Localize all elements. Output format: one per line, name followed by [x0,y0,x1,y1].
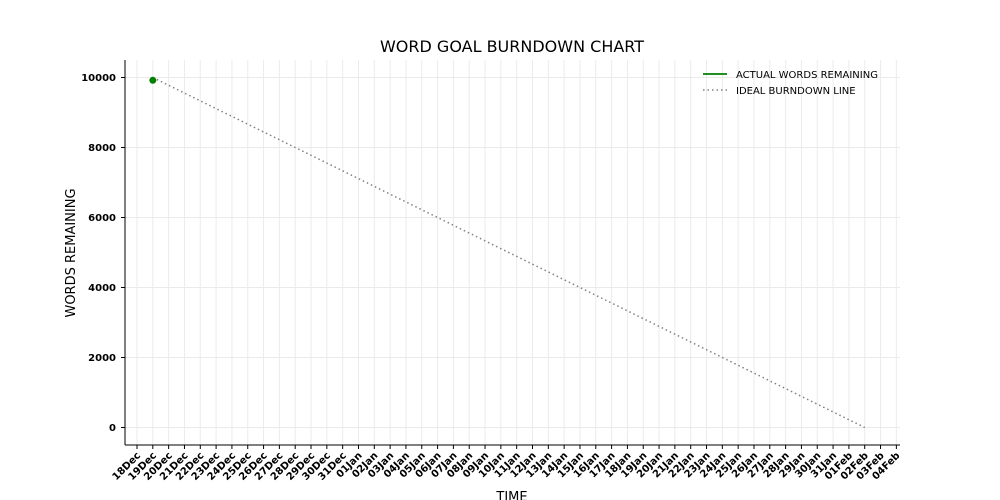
y-tick-label: 0 [109,423,116,434]
actual-words-point [149,76,157,84]
legend-actual-label: ACTUAL WORDS REMAINING [736,70,878,81]
legend-ideal-label: IDEAL BURNDOWN LINE [736,86,856,97]
grid [125,60,900,445]
series-layer [149,76,866,429]
x-axis-label: TIME [495,490,527,500]
axes [124,60,900,446]
y-tick-label: 2000 [88,353,116,364]
y-tick-label: 6000 [88,213,116,224]
y-tick-label: 10000 [81,73,116,84]
x-ticks: 18Dec19Dec20Dec21Dec22Dec23Dec24Dec25Dec… [111,445,902,483]
chart-title: WORD GOAL BURNDOWN CHART [380,37,644,56]
y-ticks: 0 2000 4000 6000 8000 10000 [81,73,125,434]
y-axis-label: WORDS REMAINING [64,188,79,317]
legend: ACTUAL WORDS REMAINING IDEAL BURNDOWN LI… [703,70,878,97]
y-tick-label: 4000 [88,283,116,294]
y-tick-label: 8000 [88,143,116,154]
ideal-burndown-line [152,76,866,429]
